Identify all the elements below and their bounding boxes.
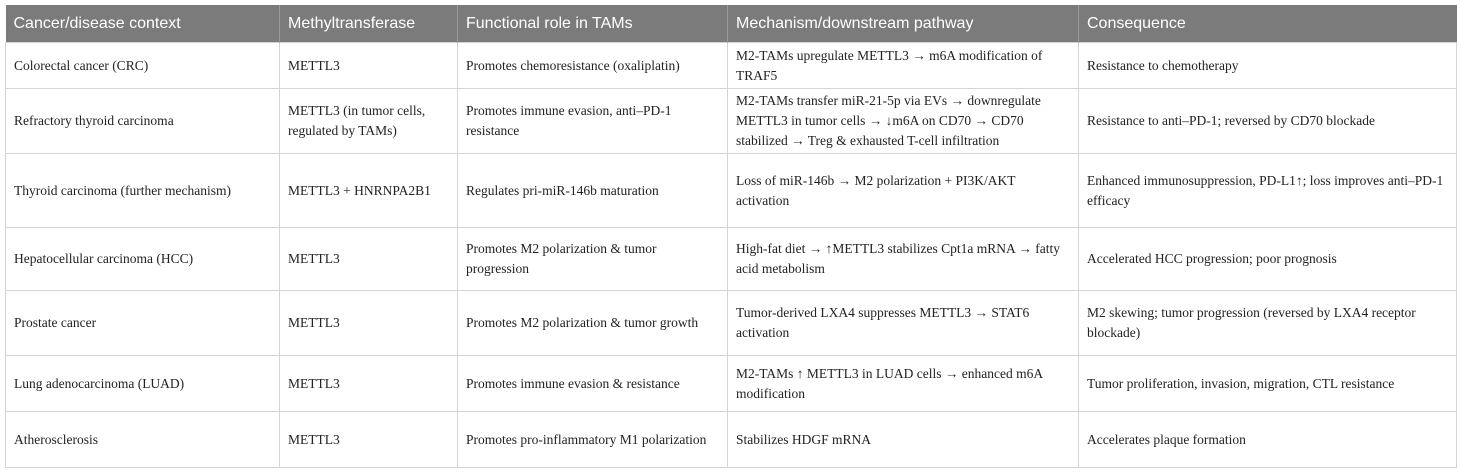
table-cell: High-fat diet → ↑METTL3 stabilizes Cpt1a… <box>727 227 1079 291</box>
header-row: Cancer/disease context Methyltransferase… <box>5 5 1457 43</box>
table-row: Thyroid carcinoma (further mechanism) MET… <box>5 153 1457 228</box>
table-cell: METTL3 <box>279 355 458 412</box>
table-cell: Accelerates plaque formation <box>1078 411 1457 468</box>
table-cell: Colorectal cancer (CRC) <box>5 42 280 89</box>
table-cell: Resistance to anti–PD-1; reversed by CD7… <box>1078 88 1457 154</box>
table-cell: METTL3 <box>279 227 458 291</box>
header-cell: Consequence <box>1078 5 1457 43</box>
table-cell: Stabilizes HDGF mRNA <box>727 411 1079 468</box>
header-cell: Functional role in TAMs <box>457 5 728 43</box>
table-cell: METTL3 <box>279 290 458 356</box>
table-row: Colorectal cancer (CRC) METTL3 Promotes ch… <box>5 42 1457 89</box>
table-cell: Tumor proliferation, invasion, migration… <box>1078 355 1457 412</box>
table-cell: Promotes pro-inflammatory M1 polarizatio… <box>457 411 728 468</box>
table-cell: Promotes immune evasion, anti–PD-1 resis… <box>457 88 728 154</box>
table-cell: Thyroid carcinoma (further mechanism) <box>5 153 280 228</box>
table-cell: Hepatocellular carcinoma (HCC) <box>5 227 280 291</box>
table-row: Prostate cancer METTL3 Promotes M2 polariz… <box>5 290 1457 356</box>
table-cell: Promotes immune evasion & resistance <box>457 355 728 412</box>
table-cell: Atherosclerosis <box>5 411 280 468</box>
table-cell: Prostate cancer <box>5 290 280 356</box>
table-cell: METTL3 + HNRNPA2B1 <box>279 153 458 228</box>
table-cell: M2-TAMs upregulate METTL3 → m6A modifica… <box>727 42 1079 89</box>
table-cell: M2 skewing; tumor progression (reversed … <box>1078 290 1457 356</box>
table-cell: METTL3 <box>279 42 458 89</box>
table-row: Refractory thyroid carcinoma METTL3 (in t… <box>5 88 1457 154</box>
table-cell: METTL3 <box>279 411 458 468</box>
header-cell: Mechanism/downstream pathway <box>727 5 1079 43</box>
table-cell: M2-TAMs ↑ METTL3 in LUAD cells → enhance… <box>727 355 1079 412</box>
table-cell: Refractory thyroid carcinoma <box>5 88 280 154</box>
table-cell: Lung adenocarcinoma (LUAD) <box>5 355 280 412</box>
header-cell: Cancer/disease context <box>5 5 280 43</box>
table-cell: Regulates pri-miR-146b maturation <box>457 153 728 228</box>
table-cell: Accelerated HCC progression; poor progno… <box>1078 227 1457 291</box>
table-cell: Promotes M2 polarization & tumor growth <box>457 290 728 356</box>
table-cell: METTL3 (in tumor cells, regulated by TAM… <box>279 88 458 154</box>
table-cell: M2-TAMs transfer miR-21-5p via EVs → dow… <box>727 88 1079 154</box>
table-cell: Promotes chemoresistance (oxaliplatin) <box>457 42 728 89</box>
table-cell: Promotes M2 polarization & tumor progres… <box>457 227 728 291</box>
table-row: Lung adenocarcinoma (LUAD) METTL3 Promotes… <box>5 355 1457 412</box>
table-cell: Enhanced immunosuppression, PD-L1↑; loss… <box>1078 153 1457 228</box>
table-cell: Tumor-derived LXA4 suppresses METTL3 → S… <box>727 290 1079 356</box>
table-cell: Loss of miR-146b → M2 polarization + PI3… <box>727 153 1079 228</box>
table-cell: Resistance to chemotherapy <box>1078 42 1457 89</box>
table-row: Hepatocellular carcinoma (HCC) METTL3 Prom… <box>5 227 1457 291</box>
table-row: Atherosclerosis METTL3 Promotes pro-inflam… <box>5 411 1457 468</box>
header-cell: Methyltransferase <box>279 5 458 43</box>
data-table: Cancer/disease context Methyltransferase… <box>5 5 1457 468</box>
